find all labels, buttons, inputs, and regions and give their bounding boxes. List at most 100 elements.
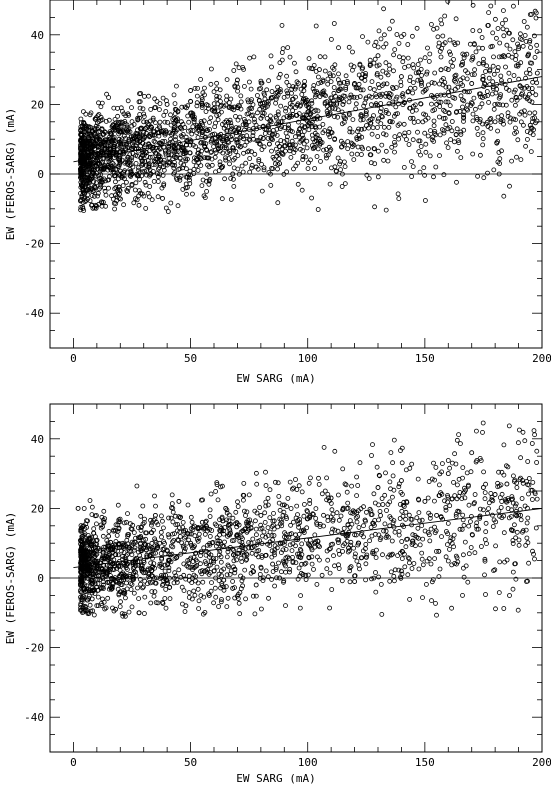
data-point [360, 117, 366, 122]
data-point [224, 77, 230, 82]
data-point [315, 140, 321, 146]
data-point [524, 535, 530, 541]
data-point [127, 157, 132, 163]
data-point [231, 165, 237, 171]
data-point [439, 534, 444, 539]
data-point [348, 542, 353, 548]
data-point [428, 21, 434, 27]
data-point [371, 146, 377, 151]
data-point [377, 537, 383, 543]
data-point [228, 120, 234, 126]
data-point [183, 158, 189, 164]
data-point [416, 510, 422, 515]
data-point [146, 133, 152, 139]
data-point [411, 65, 417, 71]
data-point [519, 109, 524, 115]
data-point [530, 548, 535, 554]
data-point [498, 505, 504, 510]
data-point [105, 545, 111, 551]
data-point [417, 138, 423, 144]
data-point [483, 529, 489, 535]
data-point [385, 158, 391, 164]
data-point [225, 546, 231, 552]
data-point [92, 568, 98, 574]
data-point [85, 196, 90, 202]
data-point [477, 28, 483, 34]
data-point [126, 609, 132, 615]
data-point [238, 555, 244, 561]
data-point [183, 528, 188, 533]
data-point [328, 542, 334, 547]
data-point [352, 579, 358, 584]
data-point [437, 471, 443, 477]
data-point [326, 144, 332, 150]
data-point [417, 518, 423, 524]
data-point [516, 542, 522, 548]
fit-line [73, 76, 543, 163]
data-point [214, 564, 220, 570]
data-point [286, 534, 292, 540]
data-point [383, 41, 389, 47]
data-point [215, 134, 221, 140]
data-point [167, 575, 172, 581]
data-point [398, 74, 404, 80]
data-point [472, 106, 478, 112]
data-point [129, 123, 135, 129]
data-point [392, 567, 398, 573]
data-point [305, 572, 311, 578]
data-point [133, 160, 139, 166]
data-point [91, 571, 97, 577]
data-point [138, 513, 144, 519]
data-point [510, 541, 516, 546]
data-point [289, 86, 295, 92]
data-point [121, 173, 127, 179]
data-point [464, 76, 470, 82]
data-point [188, 514, 194, 520]
data-point [480, 76, 486, 82]
data-point [222, 176, 228, 182]
data-point [370, 442, 375, 448]
data-point [80, 594, 86, 599]
data-point [378, 582, 384, 587]
data-point [207, 507, 213, 513]
data-point [288, 154, 294, 160]
data-point [389, 144, 395, 150]
data-point [220, 150, 226, 156]
data-point [408, 85, 413, 91]
data-point [208, 491, 214, 497]
data-point [523, 39, 529, 44]
data-point [102, 139, 108, 145]
data-point [382, 492, 388, 498]
data-point [256, 141, 262, 147]
data-point [332, 527, 338, 533]
data-point [378, 94, 384, 99]
data-point [79, 599, 85, 605]
data-point [200, 497, 206, 503]
data-point [397, 550, 403, 556]
data-point [114, 533, 120, 538]
data-point [98, 585, 104, 590]
data-point [273, 565, 279, 570]
data-point [194, 100, 200, 106]
data-point [481, 81, 487, 86]
data-point [515, 137, 521, 143]
data-point [489, 497, 495, 503]
data-point [91, 179, 97, 185]
data-point [428, 561, 434, 567]
data-point [149, 197, 155, 203]
data-point [306, 480, 312, 486]
data-point [89, 580, 95, 586]
data-point [423, 141, 429, 147]
data-point [315, 207, 321, 212]
data-point [228, 175, 234, 181]
data-point [367, 57, 373, 63]
data-point [93, 123, 99, 129]
data-point [286, 125, 291, 131]
data-point [293, 560, 299, 566]
data-point [111, 134, 117, 140]
data-point [262, 131, 268, 136]
data-point [361, 504, 366, 510]
data-point [151, 138, 157, 144]
data-point [115, 586, 121, 592]
data-point [469, 72, 475, 77]
